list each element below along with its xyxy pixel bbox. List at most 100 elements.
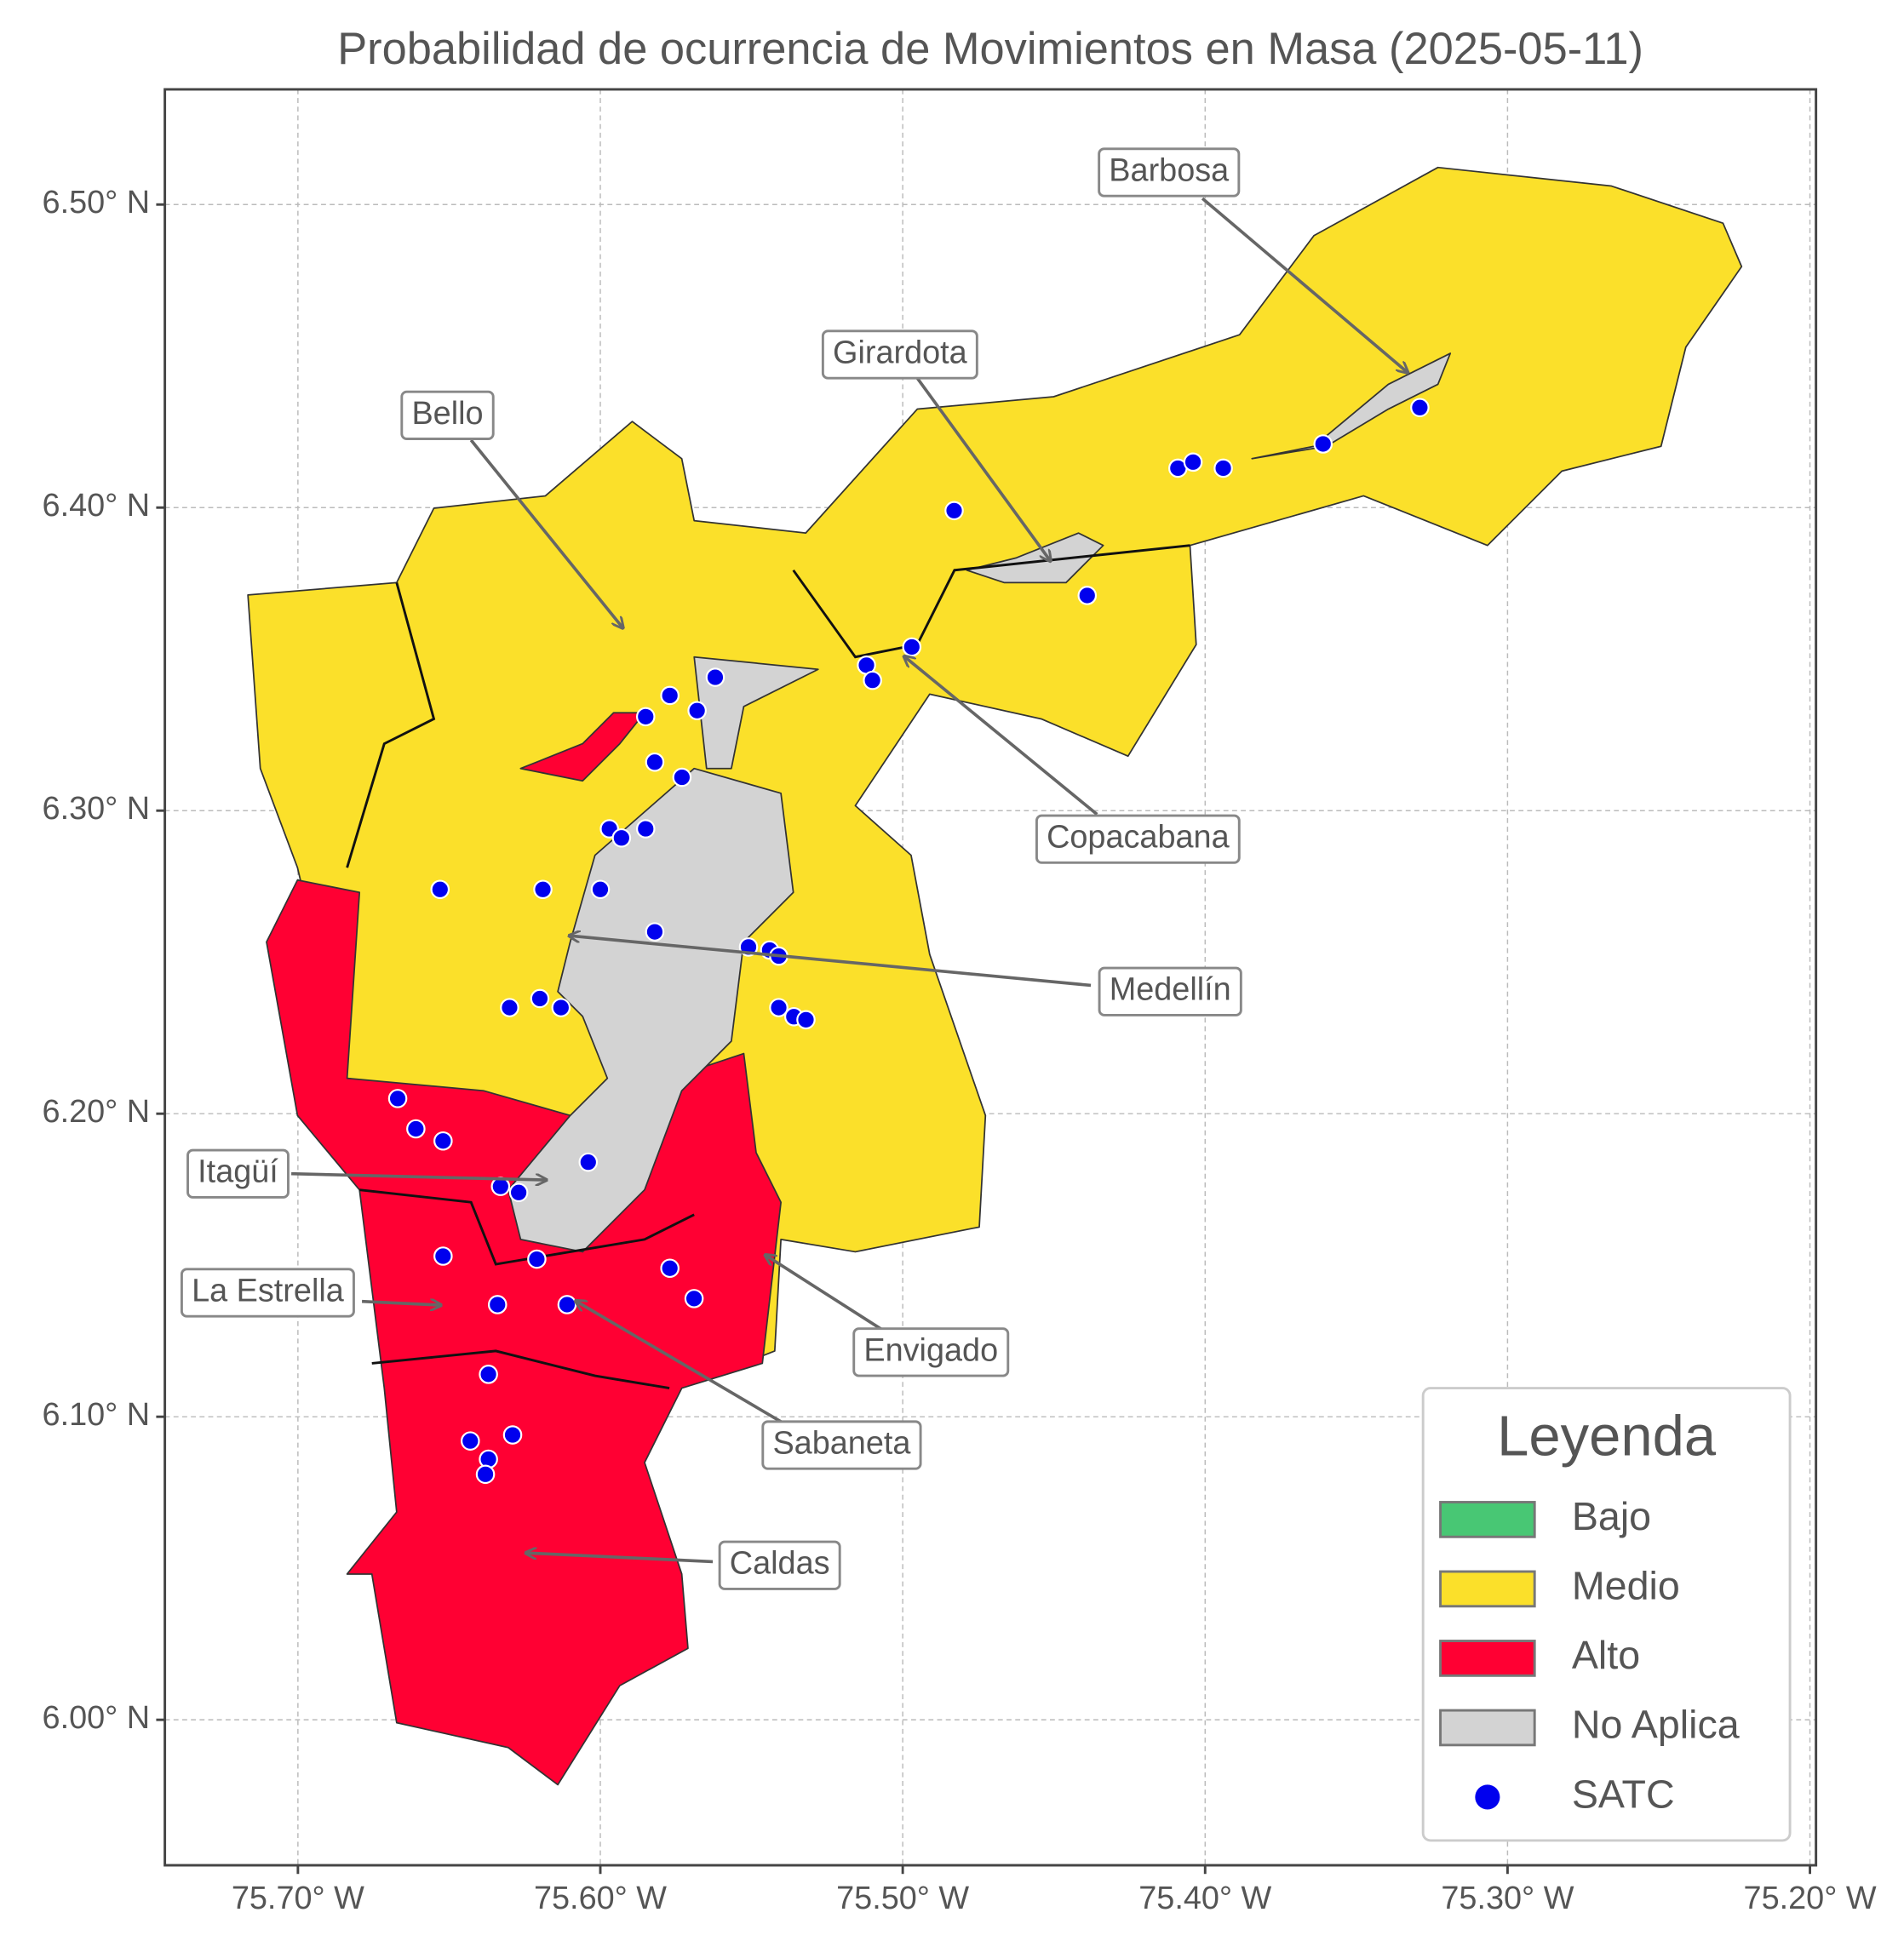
satc-points — [387, 398, 1430, 1485]
annotation-arrow — [905, 657, 1098, 816]
y-tick-label: 6.10° N — [43, 1397, 151, 1433]
annotation: Envigado — [852, 1327, 1010, 1377]
legend-swatch — [1439, 1570, 1536, 1608]
y-tick-label: 6.30° N — [43, 791, 151, 827]
annotation-box — [852, 1327, 1010, 1377]
annotation-arrow — [291, 1171, 545, 1180]
satc-point — [660, 685, 680, 706]
x-tick-label: 75.20° W — [1744, 1881, 1877, 1916]
annotation: Copacabana — [1035, 814, 1241, 864]
legend-marker — [1475, 1784, 1500, 1810]
annotation-label: Envigado — [863, 1332, 998, 1368]
region-no-aplica — [693, 656, 819, 770]
legend-label: SATC — [1572, 1772, 1675, 1816]
satc-point — [645, 922, 665, 942]
annotation-arrow — [766, 1256, 887, 1334]
legend-swatch — [1439, 1501, 1536, 1538]
legend-swatch — [1439, 1640, 1536, 1677]
satc-point — [508, 1182, 529, 1203]
satc-point — [590, 879, 611, 900]
satc-point — [611, 827, 632, 848]
annotation-label: Girardota — [833, 335, 968, 371]
annotation: Sabaneta — [761, 1420, 922, 1470]
satc-point — [430, 879, 450, 900]
annotation-label: Caldas — [730, 1546, 830, 1582]
annotation: Barbosa — [1098, 147, 1241, 198]
y-tick-label: 6.20° N — [43, 1094, 151, 1130]
legend-title: Leyenda — [1497, 1404, 1717, 1468]
satc-point — [672, 767, 692, 787]
boundary — [346, 581, 436, 868]
annotation-arrow — [571, 936, 1092, 988]
satc-point — [1410, 398, 1430, 418]
satc-point — [502, 1425, 523, 1445]
annotations: Barbosa Girardota Bello Copacabana Medellín I… — [180, 147, 1407, 1590]
satc-point — [551, 998, 571, 1017]
annotation-box — [400, 390, 495, 440]
legend-swatch — [1439, 1709, 1536, 1747]
satc-point — [479, 1365, 498, 1384]
satc-point — [863, 670, 882, 690]
x-tick-label: 75.50° W — [836, 1881, 969, 1916]
y-tick-label: 6.50° N — [43, 185, 151, 220]
region-no-aplica — [966, 532, 1104, 584]
satc-point — [796, 1010, 816, 1030]
satc-point — [533, 879, 553, 900]
annotation-arrow — [1201, 197, 1407, 372]
annotation: La Estrella — [180, 1268, 355, 1318]
annotation-label: Copacabana — [1047, 820, 1230, 856]
annotation-label: Barbosa — [1109, 153, 1230, 189]
satc-point — [433, 1131, 453, 1151]
satc-point — [902, 637, 922, 657]
x-tick-label: 75.30° W — [1441, 1881, 1574, 1916]
satc-point — [769, 998, 789, 1017]
x-tick-label: 75.70° W — [232, 1881, 364, 1916]
x-tick-label: 75.40° W — [1138, 1881, 1271, 1916]
satc-point — [527, 1249, 547, 1269]
satc-point — [684, 1289, 704, 1308]
legend-label: Alto — [1572, 1633, 1640, 1677]
map-title: Probabilidad de ocurrencia de Movimiento… — [337, 25, 1643, 74]
satc-point — [660, 1258, 680, 1279]
satc-point — [705, 667, 725, 687]
region-no-aplica — [507, 767, 794, 1253]
annotation-box — [761, 1420, 922, 1470]
y-tick-label: 6.00° N — [43, 1700, 151, 1736]
satc-point — [557, 1295, 577, 1314]
annotation-arrow — [576, 1302, 789, 1427]
legend-label: Bajo — [1572, 1494, 1651, 1538]
annotation-arrow — [915, 377, 1050, 560]
annotation-box — [186, 1148, 290, 1199]
legend-label: No Aplica — [1572, 1703, 1740, 1747]
satc-point — [475, 1464, 496, 1485]
satc-point — [530, 988, 550, 1009]
annotation-box — [1098, 966, 1242, 1016]
annotation-box — [718, 1540, 841, 1590]
satc-point — [487, 1295, 508, 1314]
annotation-box — [1098, 147, 1241, 198]
annotation-box — [180, 1268, 355, 1318]
satc-point — [1313, 434, 1333, 454]
x-tick-label: 75.60° W — [534, 1881, 667, 1916]
annotation: Itagüí — [186, 1148, 290, 1199]
annotation-arrow — [469, 438, 622, 627]
satc-point — [635, 707, 656, 727]
annotation-arrow — [527, 1553, 714, 1564]
annotation-label: Sabaneta — [772, 1426, 911, 1462]
legend-label: Medio — [1572, 1564, 1680, 1608]
satc-point — [461, 1431, 480, 1451]
satc-point — [1183, 452, 1203, 472]
annotation-label: Bello — [411, 396, 483, 432]
satc-point — [387, 1089, 408, 1108]
annotation-box — [1035, 814, 1241, 864]
annotation: Bello — [400, 390, 495, 440]
annotation: Caldas — [718, 1540, 841, 1590]
satc-point — [944, 501, 964, 521]
axes-frame — [163, 88, 1818, 1867]
satc-point — [500, 998, 519, 1017]
satc-point — [645, 752, 665, 772]
legend: Leyenda Bajo Medio Alto No Aplica SATC — [1421, 1387, 1792, 1842]
y-tick-label: 6.40° N — [43, 488, 151, 524]
annotation-box — [821, 329, 978, 380]
